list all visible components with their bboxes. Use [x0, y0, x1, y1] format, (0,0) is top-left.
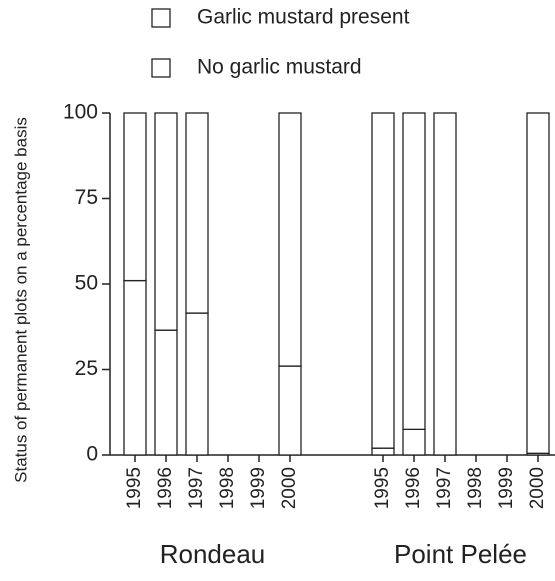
bar-segment: [154, 329, 178, 456]
y-tick-label: 25: [75, 357, 98, 380]
legend-label: No garlic mustard: [197, 56, 362, 79]
bar-segment: [526, 112, 550, 454]
y-axis-label: Status of permanent plots on a percentag…: [11, 117, 30, 483]
y-tick-label: 0: [86, 443, 98, 466]
bar-segment: [278, 112, 302, 367]
bar-segment: [185, 312, 209, 456]
x-tick-label: 1998: [465, 467, 486, 509]
x-tick-label: 1995: [124, 467, 145, 509]
x-tick-label: 1995: [372, 467, 393, 509]
bar-segment: [154, 112, 178, 331]
bar-segment: [371, 112, 395, 449]
x-tick-label: 1996: [155, 467, 176, 509]
y-tick-label: 75: [75, 186, 98, 209]
legend-label: Garlic mustard present: [197, 6, 410, 29]
group-label: Rondeau: [160, 539, 266, 569]
x-tick-label: 1997: [186, 467, 207, 509]
x-tick-label: 1999: [496, 467, 517, 509]
legend-swatch: [151, 58, 171, 78]
y-tick-label: 100: [63, 101, 98, 124]
legend-swatch: [151, 8, 171, 28]
bar-segment: [402, 428, 426, 456]
bar-segment: [185, 112, 209, 314]
bar-segment: [433, 112, 457, 456]
y-tick-label: 50: [75, 272, 98, 295]
x-tick-label: 2000: [527, 467, 548, 509]
x-tick-label: 2000: [279, 467, 300, 509]
bar-segment: [123, 279, 147, 456]
bar-segment: [278, 365, 302, 456]
x-tick-label: 1998: [217, 467, 238, 509]
bar-segment: [123, 112, 147, 282]
group-label: Point Pelée: [394, 539, 527, 569]
x-tick-label: 1997: [434, 467, 455, 509]
bar-segment: [371, 447, 395, 456]
x-tick-label: 1999: [248, 467, 269, 509]
bar-segment: [402, 112, 426, 431]
x-tick-label: 1996: [403, 467, 424, 509]
